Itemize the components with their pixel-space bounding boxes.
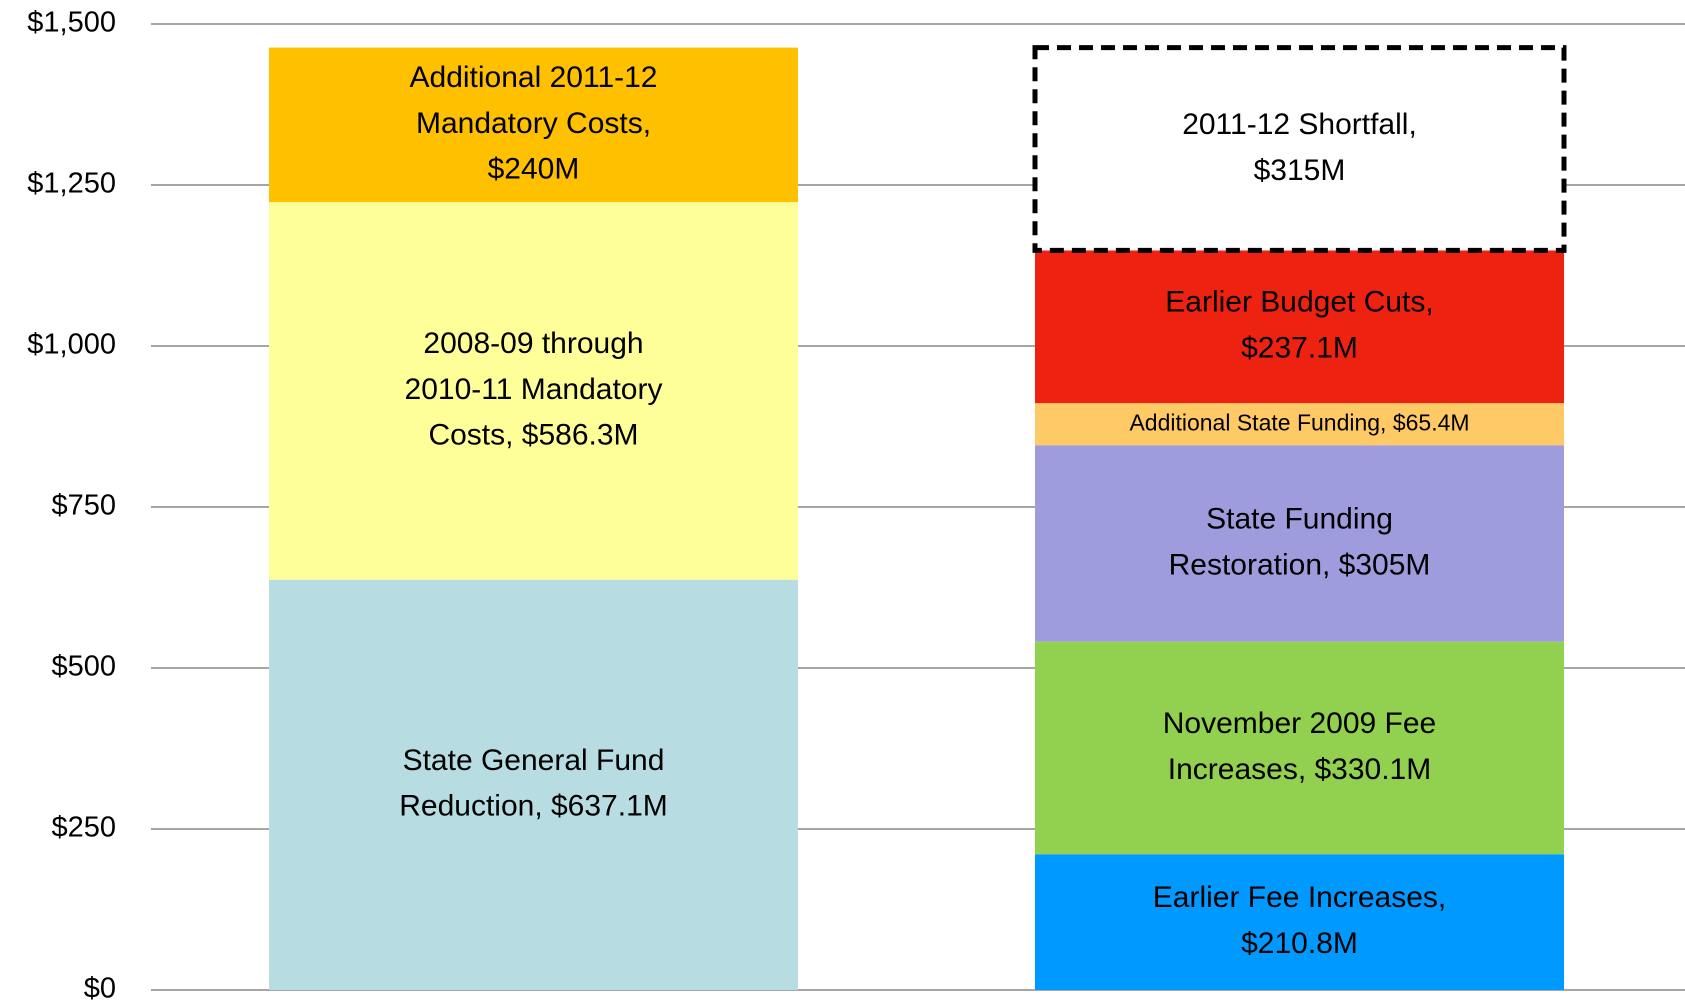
segment-label: $240M — [488, 153, 580, 186]
y-tick-label: $0 — [84, 973, 116, 1004]
segment-label: Additional 2011-12 — [410, 61, 658, 94]
bar-segment — [1035, 641, 1564, 855]
y-tick-label: $250 — [51, 812, 116, 844]
segment-label: November 2009 Fee — [1163, 707, 1437, 740]
segment-label: 2010-11 Mandatory — [405, 373, 663, 406]
segment-label: Restoration, $305M — [1169, 548, 1431, 581]
segment-label: $210.8M — [1241, 927, 1358, 960]
bar-segment — [1035, 854, 1564, 990]
bar-segment — [269, 47, 798, 203]
segment-label: Additional State Funding, $65.4M — [1129, 409, 1469, 435]
segment-label: 2008-09 through — [423, 327, 643, 360]
segment-label: $237.1M — [1241, 332, 1358, 365]
y-tick-label: $1,500 — [27, 7, 116, 39]
segment-label: Earlier Budget Cuts, — [1165, 286, 1433, 319]
bar-segment — [1035, 445, 1564, 642]
segment-label: Mandatory Costs, — [416, 107, 651, 140]
bar-segment — [269, 202, 798, 580]
y-tick-label: $500 — [51, 651, 116, 683]
y-tick-label: $1,000 — [27, 329, 116, 361]
segment-label: Reduction, $637.1M — [399, 790, 668, 823]
bar-segment — [1032, 45, 1567, 253]
y-tick-label: $1,250 — [27, 168, 116, 200]
segment-label: $315M — [1254, 154, 1346, 187]
segment-label: Increases, $330.1M — [1168, 753, 1431, 786]
segment-label: 2011-12 Shortfall, — [1182, 108, 1417, 141]
bar-segment — [269, 579, 798, 990]
bar-segment — [1035, 403, 1564, 446]
segment-label: State Funding — [1206, 502, 1393, 535]
y-tick-label: $750 — [51, 490, 116, 522]
bar-segment — [1035, 250, 1564, 404]
segment-label: State General Fund — [403, 744, 665, 777]
segment-label: Earlier Fee Increases, — [1153, 881, 1446, 914]
segment-label: Costs, $586.3M — [428, 419, 638, 452]
